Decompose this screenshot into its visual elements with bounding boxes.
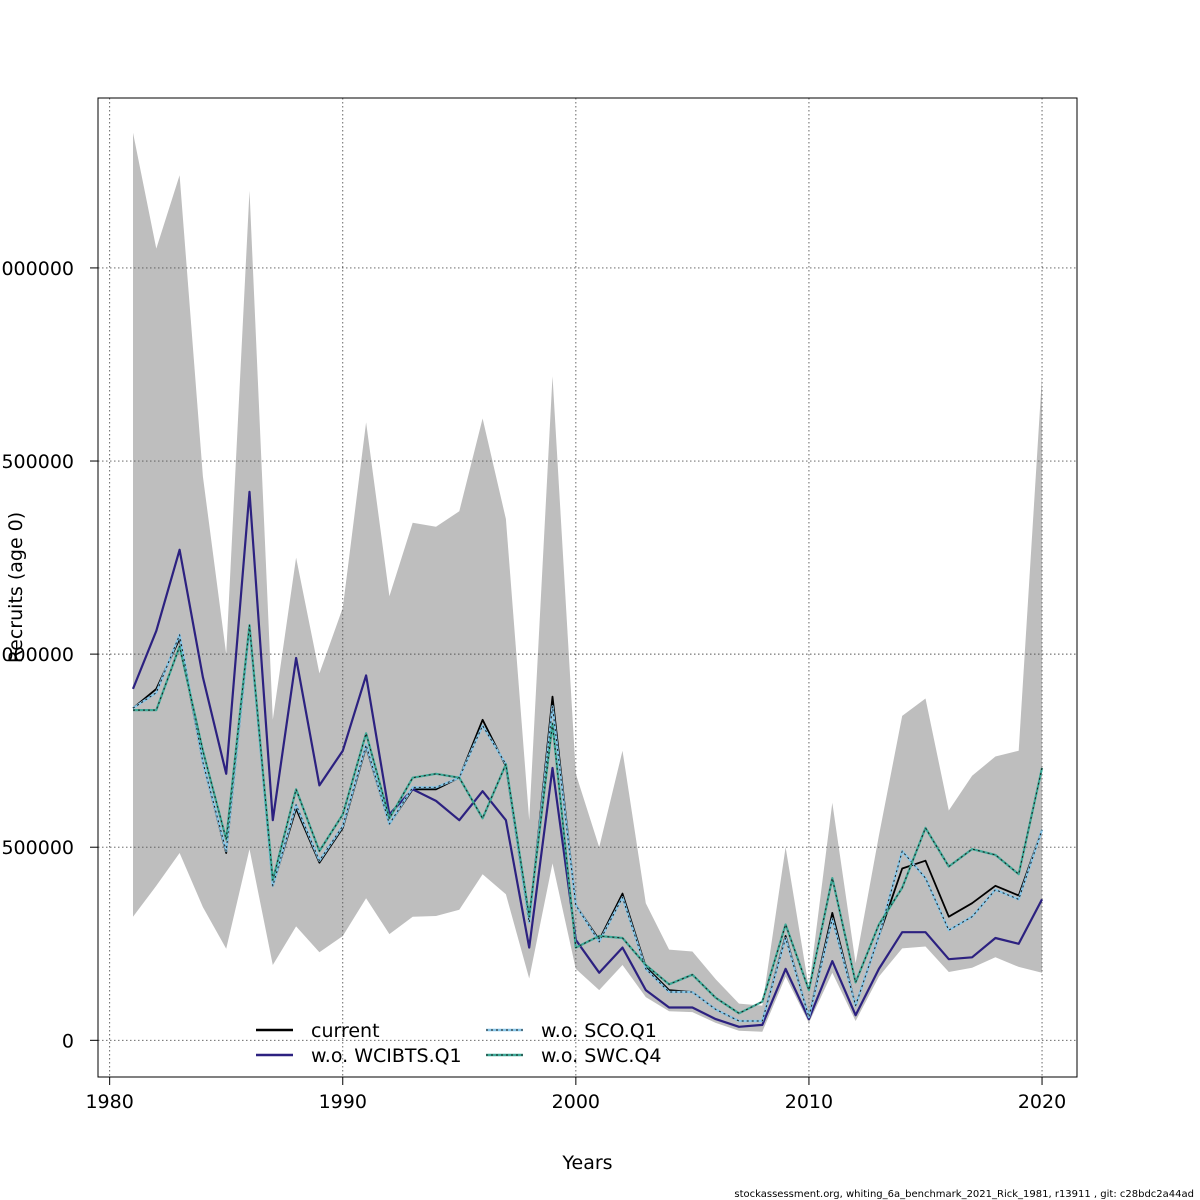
x-tick-label: 1980 bbox=[85, 1091, 133, 1113]
x-tick-label: 2000 bbox=[552, 1091, 600, 1113]
legend-label: w.o. SWC.Q4 bbox=[541, 1045, 661, 1067]
y-tick-label: 1000000 bbox=[0, 644, 74, 666]
plot-frame bbox=[97, 97, 1078, 1078]
x-tick-label: 2020 bbox=[1018, 1091, 1066, 1113]
y-tick-label: 1500000 bbox=[0, 451, 74, 473]
series-line bbox=[132, 625, 1044, 1023]
grid-layer bbox=[98, 98, 1077, 1077]
series-line bbox=[131, 490, 1043, 1028]
y-tick-label: 0 bbox=[62, 1030, 74, 1052]
legend: current w.o. WCIBTS.Q1 w.o. SCO.Q1 w.o. SWC… bbox=[256, 1020, 661, 1067]
legend-label: w.o. WCIBTS.Q1 bbox=[311, 1045, 462, 1067]
legend-label: current bbox=[311, 1020, 380, 1042]
confidence-band-layer bbox=[133, 132, 1042, 1032]
footnote: stockassessment.org, whiting_6a_benchmar… bbox=[734, 1189, 1194, 1200]
y-tick-label: 500000 bbox=[1, 837, 74, 859]
legend-label: w.o. SCO.Q1 bbox=[541, 1020, 657, 1042]
y-tick-label: 2000000 bbox=[0, 258, 74, 280]
y-axis-title: Recruits (age 0) bbox=[5, 512, 27, 663]
x-axis-title: Years bbox=[561, 1152, 612, 1174]
x-tick-label: 1990 bbox=[319, 1091, 367, 1113]
series-layer bbox=[131, 490, 1044, 1028]
axis-layer: 1980 1990 2000 2010 2020 0 500000 1000000 150000… bbox=[0, 258, 1066, 1113]
confidence-band bbox=[133, 132, 1042, 1032]
x-tick-label: 2010 bbox=[785, 1091, 833, 1113]
series-line bbox=[133, 624, 1044, 1015]
